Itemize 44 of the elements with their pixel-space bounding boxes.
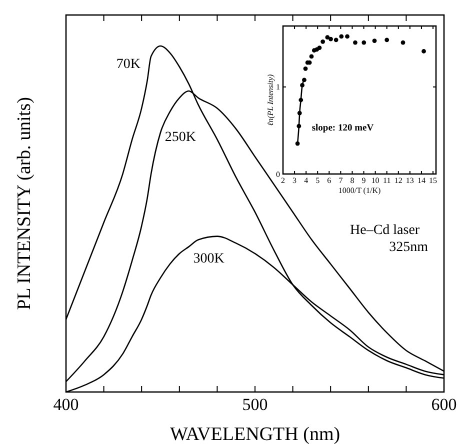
series-label: 70K: [116, 57, 140, 72]
point: [400, 40, 406, 45]
x-tick-label: 10: [371, 176, 380, 185]
x-tick-label: 2: [281, 176, 285, 185]
x-tick-label: 12: [394, 176, 402, 185]
x-tick-label: 500: [242, 395, 268, 414]
x-tick-label: 3: [292, 176, 297, 185]
point: [372, 38, 377, 43]
x-tick-label: 4: [304, 176, 308, 185]
point: [325, 35, 330, 40]
x-tick-label: 6: [327, 176, 332, 185]
x-tick-label: 400: [53, 395, 79, 414]
x-tick-label: 9: [362, 176, 366, 185]
point: [345, 34, 350, 39]
point: [334, 38, 338, 42]
x-axis-title: WAVELENGTH (nm): [170, 424, 340, 445]
series-label: 300K: [193, 251, 224, 266]
point: [328, 36, 333, 42]
x-tick-label: 13: [406, 176, 414, 185]
x-tick-label: 5: [316, 176, 320, 185]
point: [422, 49, 426, 54]
point: [353, 40, 358, 45]
point: [320, 39, 326, 44]
point: [303, 66, 308, 71]
x-tick-label: 15: [429, 176, 437, 185]
x-tick-label: 14: [417, 176, 426, 185]
x-tick-label: 600: [431, 395, 457, 414]
x-tick-label: 7: [338, 176, 343, 185]
point: [384, 38, 390, 42]
annotation: 325nm: [389, 240, 428, 255]
annotation: slope: 120 meV: [312, 123, 374, 134]
y-tick-label: 0: [276, 170, 280, 179]
y-axis-title: PL INTENSITY (arb. units): [14, 97, 35, 310]
point: [317, 46, 322, 50]
annotation: He–Cd laser: [350, 223, 420, 238]
x-axis-title: 1000/T (1/K): [338, 186, 381, 195]
series-label: 250K: [164, 130, 196, 145]
x-tick-label: 11: [382, 176, 391, 185]
point: [362, 40, 366, 45]
point: [309, 54, 314, 59]
point: [339, 34, 344, 39]
x-tick-label: 8: [350, 176, 354, 185]
y-axis-title: ℓn(PL Intensity): [266, 74, 275, 126]
y-tick-label: 1: [276, 82, 280, 92]
